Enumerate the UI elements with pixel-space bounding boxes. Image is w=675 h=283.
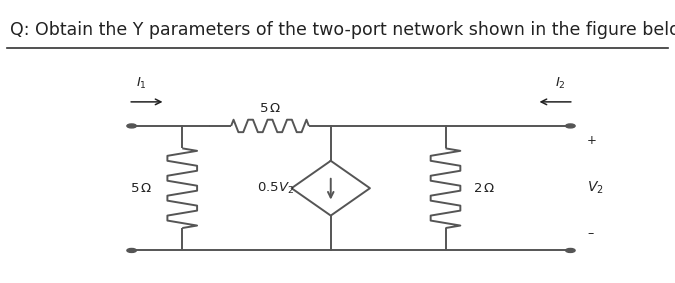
Circle shape xyxy=(127,248,136,252)
Text: $I_1$: $I_1$ xyxy=(136,76,147,91)
Text: $I_2$: $I_2$ xyxy=(555,76,566,91)
Text: $5\,\Omega$: $5\,\Omega$ xyxy=(130,182,152,195)
Circle shape xyxy=(566,124,575,128)
Text: $0.5V_2$: $0.5V_2$ xyxy=(256,181,294,196)
Text: Q: Obtain the Y parameters of the two-port network shown in the figure below:: Q: Obtain the Y parameters of the two-po… xyxy=(10,21,675,39)
Text: +: + xyxy=(587,134,597,147)
Text: –: – xyxy=(587,227,593,240)
Text: $2\,\Omega$: $2\,\Omega$ xyxy=(472,182,495,195)
Text: $5\,\Omega$: $5\,\Omega$ xyxy=(259,102,281,115)
Text: $V_2$: $V_2$ xyxy=(587,180,604,196)
Circle shape xyxy=(566,248,575,252)
Circle shape xyxy=(127,124,136,128)
